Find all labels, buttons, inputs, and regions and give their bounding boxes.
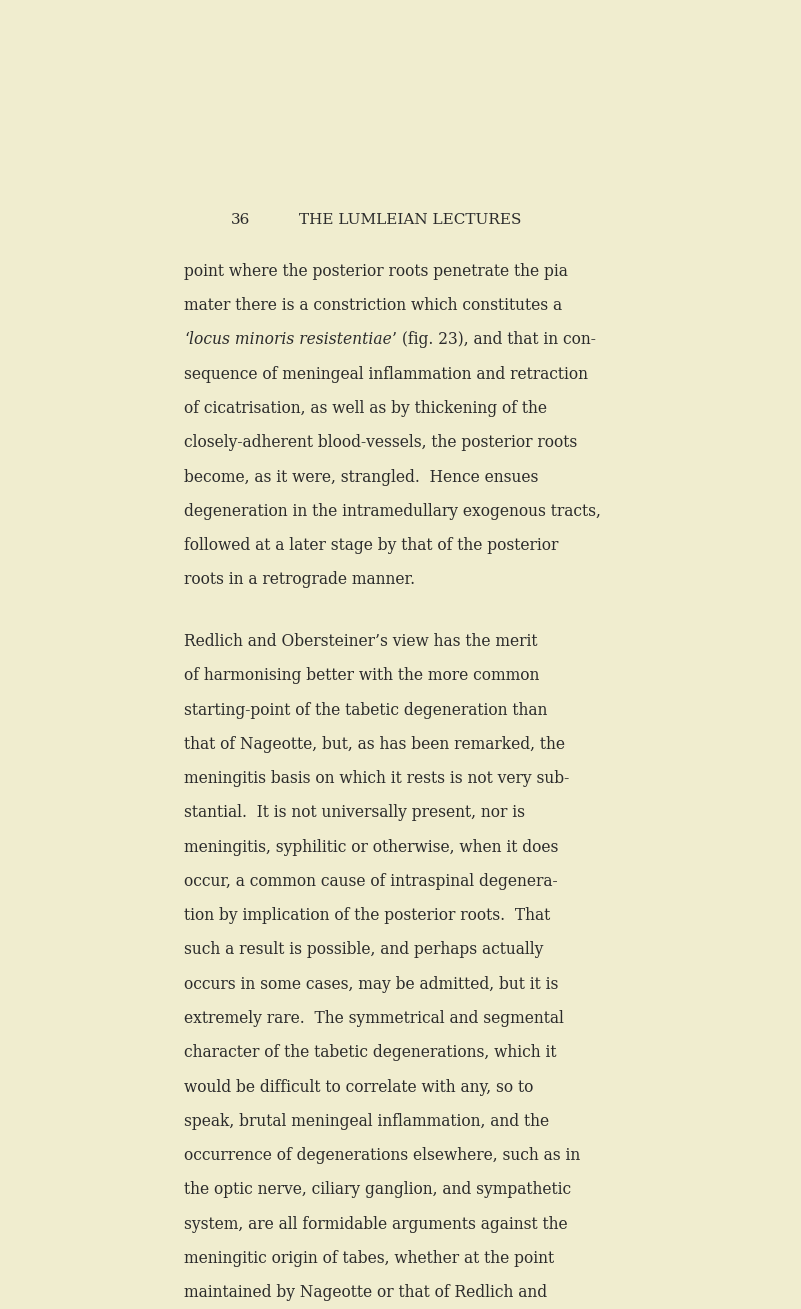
Text: mater there is a constriction which constitutes a: mater there is a constriction which cons… — [184, 297, 562, 314]
Text: become, as it were, strangled.  Hence ensues: become, as it were, strangled. Hence ens… — [184, 469, 538, 486]
Text: tion by implication of the posterior roots.  That: tion by implication of the posterior roo… — [184, 907, 550, 924]
Text: that of Nageotte, but, as has been remarked, the: that of Nageotte, but, as has been remar… — [184, 736, 565, 753]
Text: such a result is possible, and perhaps actually: such a result is possible, and perhaps a… — [184, 941, 543, 958]
Text: point where the posterior roots penetrate the pia: point where the posterior roots penetrat… — [184, 263, 568, 280]
Text: maintained by Nageotte or that of Redlich and: maintained by Nageotte or that of Redlic… — [184, 1284, 547, 1301]
Text: the optic nerve, ciliary ganglion, and sympathetic: the optic nerve, ciliary ganglion, and s… — [184, 1181, 571, 1198]
Text: of harmonising better with the more common: of harmonising better with the more comm… — [184, 668, 539, 685]
Text: speak, brutal meningeal inflammation, and the: speak, brutal meningeal inflammation, an… — [184, 1113, 549, 1130]
Text: starting-point of the tabetic degeneration than: starting-point of the tabetic degenerati… — [184, 702, 547, 719]
Text: closely-adherent blood-vessels, the posterior roots: closely-adherent blood-vessels, the post… — [184, 435, 578, 452]
Text: meningitis, syphilitic or otherwise, when it does: meningitis, syphilitic or otherwise, whe… — [184, 839, 558, 856]
Text: roots in a retrograde manner.: roots in a retrograde manner. — [184, 571, 415, 588]
Text: extremely rare.  The symmetrical and segmental: extremely rare. The symmetrical and segm… — [184, 1011, 564, 1028]
Text: followed at a later stage by that of the posterior: followed at a later stage by that of the… — [184, 537, 558, 554]
Text: system, are all formidable arguments against the: system, are all formidable arguments aga… — [184, 1216, 568, 1233]
Text: stantial.  It is not universally present, nor is: stantial. It is not universally present,… — [184, 804, 525, 821]
Text: 36: 36 — [231, 212, 250, 226]
Text: sequence of meningeal inflammation and retraction: sequence of meningeal inflammation and r… — [184, 365, 588, 382]
Text: Redlich and Obersteiner’s view has the merit: Redlich and Obersteiner’s view has the m… — [184, 634, 537, 651]
Text: would be difficult to correlate with any, so to: would be difficult to correlate with any… — [184, 1079, 533, 1096]
Text: ‘: ‘ — [184, 331, 189, 348]
Text: occurs in some cases, may be admitted, but it is: occurs in some cases, may be admitted, b… — [184, 975, 558, 992]
Text: meningitis basis on which it rests is not very sub-: meningitis basis on which it rests is no… — [184, 770, 570, 787]
Text: degeneration in the intramedullary exogenous tracts,: degeneration in the intramedullary exoge… — [184, 503, 601, 520]
Text: meningitic origin of tabes, whether at the point: meningitic origin of tabes, whether at t… — [184, 1250, 554, 1267]
Text: THE LUMLEIAN LECTURES: THE LUMLEIAN LECTURES — [300, 212, 521, 226]
Text: locus minoris resistentiae: locus minoris resistentiae — [189, 331, 392, 348]
Text: of cicatrisation, as well as by thickening of the: of cicatrisation, as well as by thickeni… — [184, 401, 547, 418]
Text: ’ (fig. 23), and that in con-: ’ (fig. 23), and that in con- — [392, 331, 596, 348]
Text: occur, a common cause of intraspinal degenera-: occur, a common cause of intraspinal deg… — [184, 873, 557, 890]
Text: occurrence of degenerations elsewhere, such as in: occurrence of degenerations elsewhere, s… — [184, 1147, 580, 1164]
Text: character of the tabetic degenerations, which it: character of the tabetic degenerations, … — [184, 1045, 557, 1062]
